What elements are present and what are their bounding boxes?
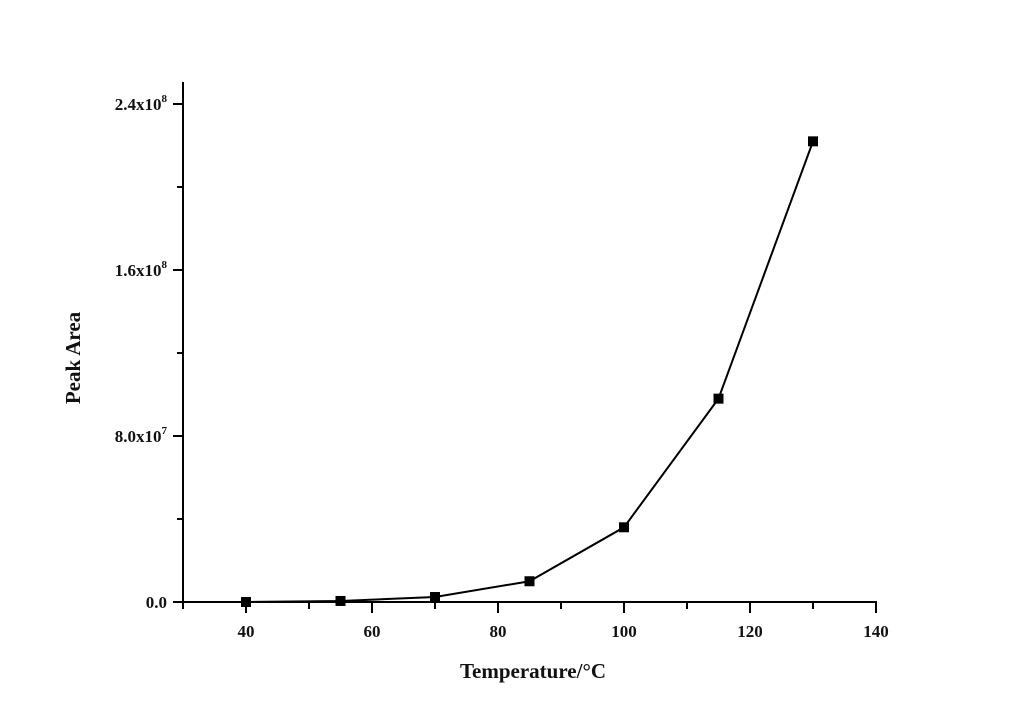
x-tick-label: 140 [863, 622, 889, 641]
axes [182, 82, 877, 603]
x-tick-label: 40 [238, 622, 255, 641]
data-point-marker [619, 522, 629, 533]
data-point-marker [808, 136, 818, 147]
x-tick-label: 60 [364, 622, 381, 641]
x-tick-label: 100 [611, 622, 637, 641]
data-point-marker [713, 393, 724, 404]
x-tick-label: 120 [737, 622, 763, 641]
plot-area [241, 136, 818, 607]
y-tick-label: 1.6x108 [115, 259, 168, 280]
y-axis-title: Peak Area [61, 311, 85, 404]
data-point-marker [241, 597, 251, 607]
data-point-marker [430, 592, 440, 603]
series-line [245, 141, 814, 603]
y-tick-label: 8.0x107 [115, 425, 168, 446]
x-axis-title: Temperature/°C [460, 659, 606, 683]
data-point-marker [335, 595, 346, 606]
y-tick-label: 0.0 [146, 593, 167, 612]
ticks: 40 60 80 100 120 140 0.0 8.0x107 1.6x108 2.4x108 [115, 93, 889, 641]
x-tick-label: 80 [490, 622, 507, 641]
data-point-marker [524, 576, 535, 587]
y-tick-label: 2.4x108 [115, 93, 168, 114]
